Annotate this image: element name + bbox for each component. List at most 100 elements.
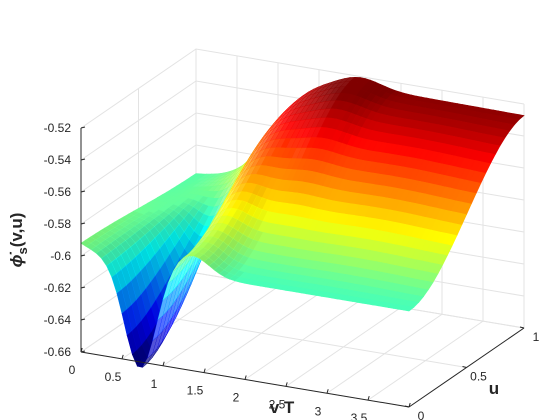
z-axis-label-args: (v,u) <box>7 213 26 248</box>
z-tick-label: -0.6 <box>50 249 71 263</box>
surface-shade <box>229 259 239 269</box>
surface-shade <box>141 314 152 339</box>
surface-highlight <box>227 170 238 179</box>
surface-highlight <box>181 273 192 301</box>
surface-shade <box>188 199 199 208</box>
surface-shade <box>96 250 107 259</box>
surface-shade <box>131 300 142 327</box>
surface-highlight <box>329 79 340 86</box>
surface-highlight <box>296 137 307 149</box>
surface-highlight <box>142 353 153 368</box>
x-tick-label: 2.5 <box>269 397 286 411</box>
surface-highlight <box>171 300 182 326</box>
surface-shade <box>121 265 132 286</box>
surface-shade <box>228 227 238 239</box>
surface-highlight <box>309 92 320 100</box>
surface-highlight <box>212 216 223 226</box>
surface-highlight <box>226 192 237 204</box>
surface-shade <box>154 233 165 249</box>
surface-highlight <box>295 112 306 122</box>
surface-highlight <box>319 83 330 89</box>
surface-shade <box>137 345 147 362</box>
surface-highlight <box>157 310 168 337</box>
surface-highlight <box>212 175 222 180</box>
x-tick <box>367 395 370 401</box>
surface-highlight <box>314 90 325 99</box>
surface-shade <box>193 210 204 223</box>
surface-highlight <box>334 78 345 84</box>
surface-shade <box>168 210 179 219</box>
surface-shade <box>242 202 253 215</box>
surface-shade <box>100 227 111 234</box>
surface-highlight <box>227 168 237 175</box>
surface-shade <box>111 258 122 274</box>
surface-highlight <box>314 84 325 91</box>
surface-highlight <box>236 183 247 193</box>
surface-highlight <box>256 156 266 166</box>
surface-highlight <box>202 230 213 239</box>
surface-shade <box>160 261 171 285</box>
z-axis-label-symbol: ϕ̇ <box>7 251 26 267</box>
z-tick-label: -0.58 <box>44 217 72 231</box>
surface-highlight <box>325 93 336 102</box>
surface-shade <box>218 232 228 242</box>
surface-shade <box>247 205 258 217</box>
surface-highlight <box>305 103 316 113</box>
x-tick-label: 0.5 <box>105 370 122 384</box>
surface-highlight <box>202 182 213 187</box>
z-axis-label: ϕ̇s(v,u) <box>7 213 30 268</box>
surface-shade <box>365 86 376 94</box>
surface-highlight <box>270 125 280 136</box>
surface-highlight <box>222 170 232 176</box>
surface-highlight <box>289 107 300 117</box>
surface-highlight <box>172 278 183 305</box>
surface-highlight <box>284 109 295 119</box>
surface-highlight <box>279 108 290 119</box>
surface-shade <box>232 219 243 231</box>
surface-highlight <box>235 170 246 184</box>
surface-highlight <box>260 140 271 151</box>
surface-highlight <box>330 87 341 95</box>
surface-highlight <box>310 109 321 120</box>
surface-highlight <box>324 81 335 87</box>
surface-shade <box>242 214 253 226</box>
surface-highlight <box>201 177 212 181</box>
surface-shade <box>208 244 219 254</box>
surface-highlight <box>274 118 285 128</box>
surface-highlight <box>172 262 183 280</box>
surface-shade <box>224 273 235 280</box>
surface-highlight <box>275 123 286 133</box>
surface-highlight <box>202 225 213 238</box>
surface-highlight <box>294 101 305 110</box>
surface-highlight <box>325 88 335 96</box>
surface-shade <box>106 262 117 278</box>
surface-highlight <box>201 174 212 178</box>
surface-shade <box>248 228 258 240</box>
z-tick-label: -0.62 <box>44 281 72 295</box>
surface-shade <box>238 245 249 256</box>
surface-shade <box>233 253 244 263</box>
z-tick <box>80 222 86 225</box>
surface-shade <box>193 201 204 211</box>
surface-shade <box>184 224 195 240</box>
surface-highlight <box>207 185 218 192</box>
surface-shade <box>150 238 160 255</box>
surface-highlight <box>285 129 296 139</box>
surface-highlight <box>218 187 229 199</box>
surface-shade <box>146 307 157 332</box>
surface-highlight <box>218 182 229 192</box>
surface-shade <box>115 230 126 237</box>
surface-shade <box>218 241 229 252</box>
surface-highlight <box>213 184 223 192</box>
surface-shade <box>194 222 205 236</box>
surface-highlight <box>207 230 218 237</box>
surface-highlight <box>280 129 291 139</box>
surface-shade <box>356 97 367 107</box>
surface-highlight <box>233 167 244 180</box>
surface-shade <box>370 82 381 89</box>
surface-shade <box>150 275 161 301</box>
surface-highlight <box>270 131 281 141</box>
surface-highlight <box>290 113 301 123</box>
surface-highlight <box>270 138 281 148</box>
